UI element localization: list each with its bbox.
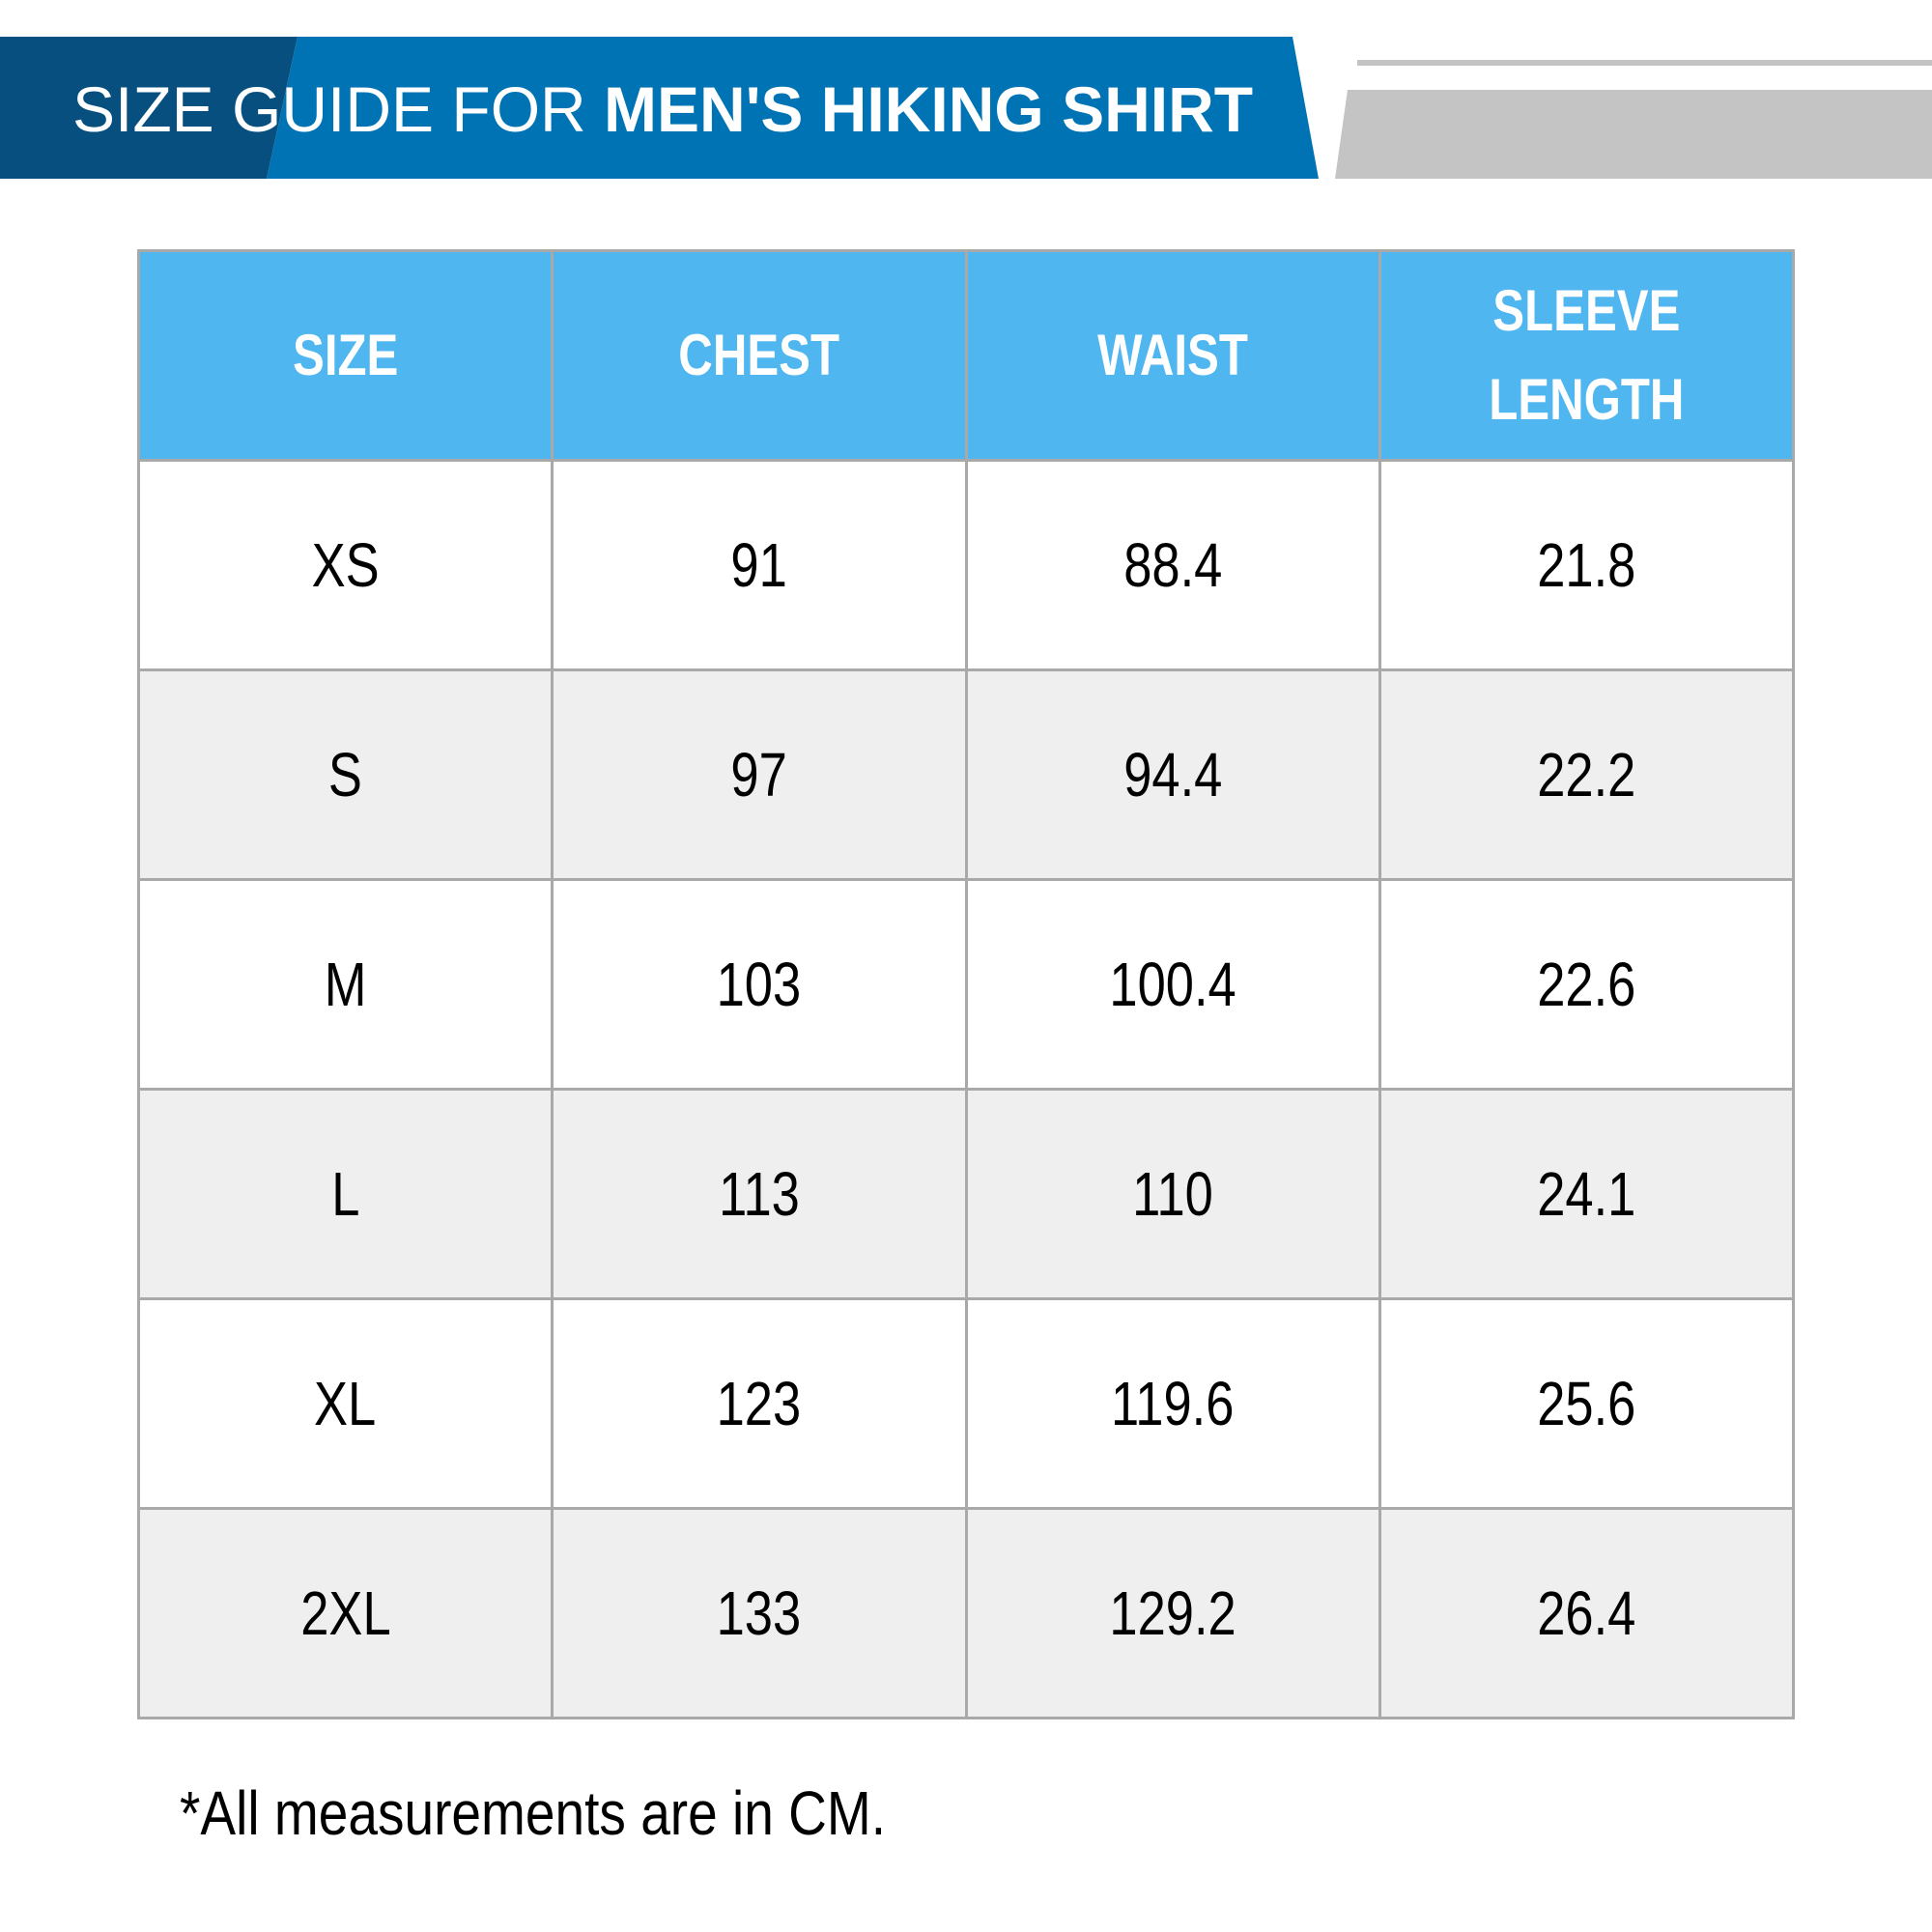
cell-waist: 88.4 (964, 459, 1381, 671)
accent-gray-line (1357, 60, 1932, 66)
cell-size: L (136, 1088, 554, 1300)
cell-waist: 110 (964, 1088, 1381, 1300)
header-banner: SIZE GUIDE FOR MEN'S HIKING SHIRT (0, 0, 1932, 184)
page-title-product: MEN'S HIKING SHIRT (604, 73, 1254, 145)
column-header-size: SIZE (136, 249, 554, 462)
cell-waist: 94.4 (964, 668, 1381, 881)
cell-sleeve-length: 22.2 (1378, 668, 1796, 881)
cell-size: 2XL (136, 1507, 554, 1719)
page-title: SIZE GUIDE FOR MEN'S HIKING SHIRT (72, 66, 1253, 153)
cell-size: XS (136, 459, 554, 671)
page-title-prefix: SIZE GUIDE FOR (72, 73, 605, 145)
column-header-sleeve-length: SLEEVE LENGTH (1378, 249, 1796, 462)
column-header-waist: WAIST (964, 249, 1381, 462)
table-row: M 103 100.4 22.6 (136, 878, 1796, 1091)
banner-dark-segment (0, 37, 298, 179)
cell-sleeve-length: 24.1 (1378, 1088, 1796, 1300)
column-header-chest: CHEST (551, 249, 968, 462)
cell-chest: 97 (551, 668, 968, 881)
banner-main-segment (267, 37, 1319, 179)
cell-sleeve-length: 25.6 (1378, 1297, 1796, 1510)
cell-waist: 100.4 (964, 878, 1381, 1091)
cell-chest: 103 (551, 878, 968, 1091)
table-row: 2XL 133 129.2 26.4 (136, 1507, 1796, 1719)
banner-shapes (0, 37, 1932, 179)
table-row: L 113 110 24.1 (136, 1088, 1796, 1300)
cell-chest: 133 (551, 1507, 968, 1719)
table-row: S 97 94.4 22.2 (136, 668, 1796, 881)
cell-sleeve-length: 22.6 (1378, 878, 1796, 1091)
cell-sleeve-length: 26.4 (1378, 1507, 1796, 1719)
cell-waist: 129.2 (964, 1507, 1381, 1719)
table-row: XL 123 119.6 25.6 (136, 1297, 1796, 1510)
cell-waist: 119.6 (964, 1297, 1381, 1510)
accent-gray-bar (1335, 90, 1932, 179)
cell-chest: 113 (551, 1088, 968, 1300)
cell-sleeve-length: 21.8 (1378, 459, 1796, 671)
cell-size: S (136, 668, 554, 881)
table-header-row: SIZE CHEST WAIST SLEEVE LENGTH (136, 249, 1796, 462)
measurement-footnote: *All measurements are in CM. (180, 1778, 887, 1848)
cell-chest: 123 (551, 1297, 968, 1510)
cell-size: M (136, 878, 554, 1091)
size-chart-table: SIZE CHEST WAIST SLEEVE LENGTH XS 91 88.4… (136, 249, 1796, 1719)
cell-chest: 91 (551, 459, 968, 671)
table-row: XS 91 88.4 21.8 (136, 459, 1796, 671)
cell-size: XL (136, 1297, 554, 1510)
